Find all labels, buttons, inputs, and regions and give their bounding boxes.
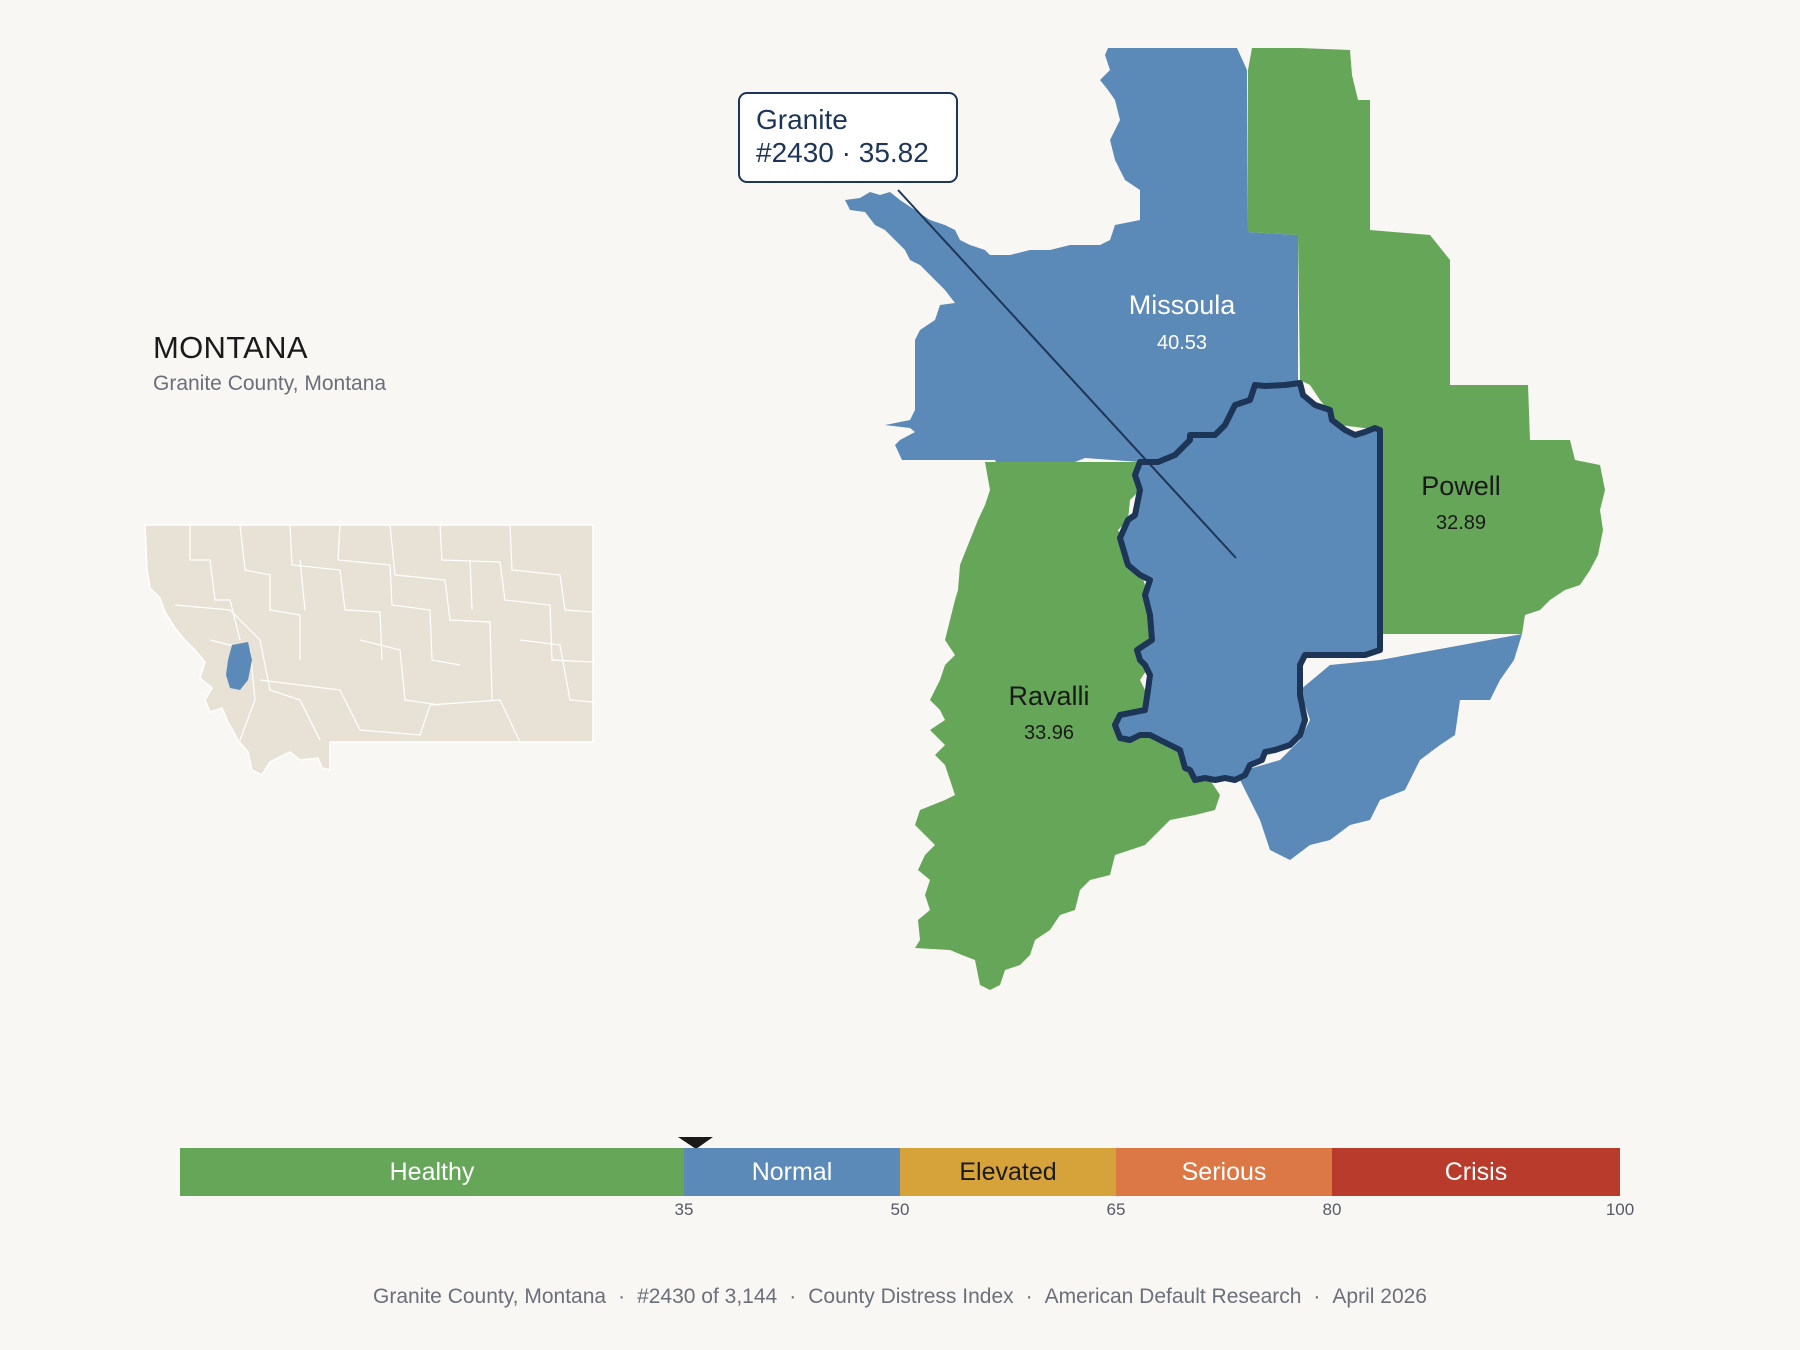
scale-segment-crisis: Crisis [1332, 1148, 1620, 1196]
distress-scale: Healthy Normal Elevated Serious Crisis [180, 1148, 1620, 1196]
callout-rank-value: #2430 · 35.82 [756, 137, 929, 168]
scale-marker [678, 1137, 713, 1149]
scale-tick-50: 50 [890, 1200, 910, 1219]
county-label-missoula: Missoula [1129, 290, 1237, 320]
county-map [845, 48, 1605, 990]
county-granite[interactable] [1112, 380, 1383, 783]
footer-rank: #2430 of 3,144 [637, 1285, 778, 1308]
callout-leader-line [897, 189, 1237, 559]
footer-date: April 2026 [1332, 1285, 1427, 1308]
county-label-ravalli: Ravalli [1008, 681, 1089, 711]
state-subtitle: Granite County, Montana [153, 372, 387, 395]
scale-segment-elevated: Elevated [900, 1148, 1116, 1196]
scale-segment-normal: Normal [684, 1148, 900, 1196]
footer-index-name: County Distress Index [808, 1285, 1014, 1308]
inset-state-shape [144, 524, 594, 776]
county-value-missoula: 40.53 [1157, 332, 1207, 354]
county-powell[interactable] [1248, 48, 1605, 634]
scale-segment-serious: Serious [1116, 1148, 1332, 1196]
county-deer-lodge[interactable] [1240, 634, 1522, 860]
inset-highlight-county [226, 642, 252, 690]
county-label-powell: Powell [1421, 471, 1501, 501]
scale-tick-65: 65 [1106, 1200, 1126, 1219]
scale-segment-healthy: Healthy [180, 1148, 684, 1196]
inset-county-lines [174, 524, 594, 743]
footer-source: American Default Research [1044, 1285, 1302, 1308]
scale-tick-35: 35 [674, 1200, 694, 1219]
county-missoula[interactable] [845, 48, 1298, 472]
county-callout: Granite #2430 · 35.82 [738, 92, 958, 183]
scale-tick-100: 100 [1605, 1200, 1635, 1219]
callout-county-name: Granite [756, 104, 848, 135]
state-title: MONTANA [153, 330, 308, 365]
county-value-ravalli: 33.96 [1024, 722, 1074, 744]
inset-state-map [144, 524, 594, 776]
scale-tick-80: 80 [1322, 1200, 1342, 1219]
footer-location: Granite County, Montana [373, 1285, 607, 1308]
footer: Granite County, Montana · #2430 of 3,144 · C… [373, 1285, 1427, 1308]
county-value-powell: 32.89 [1436, 512, 1486, 534]
